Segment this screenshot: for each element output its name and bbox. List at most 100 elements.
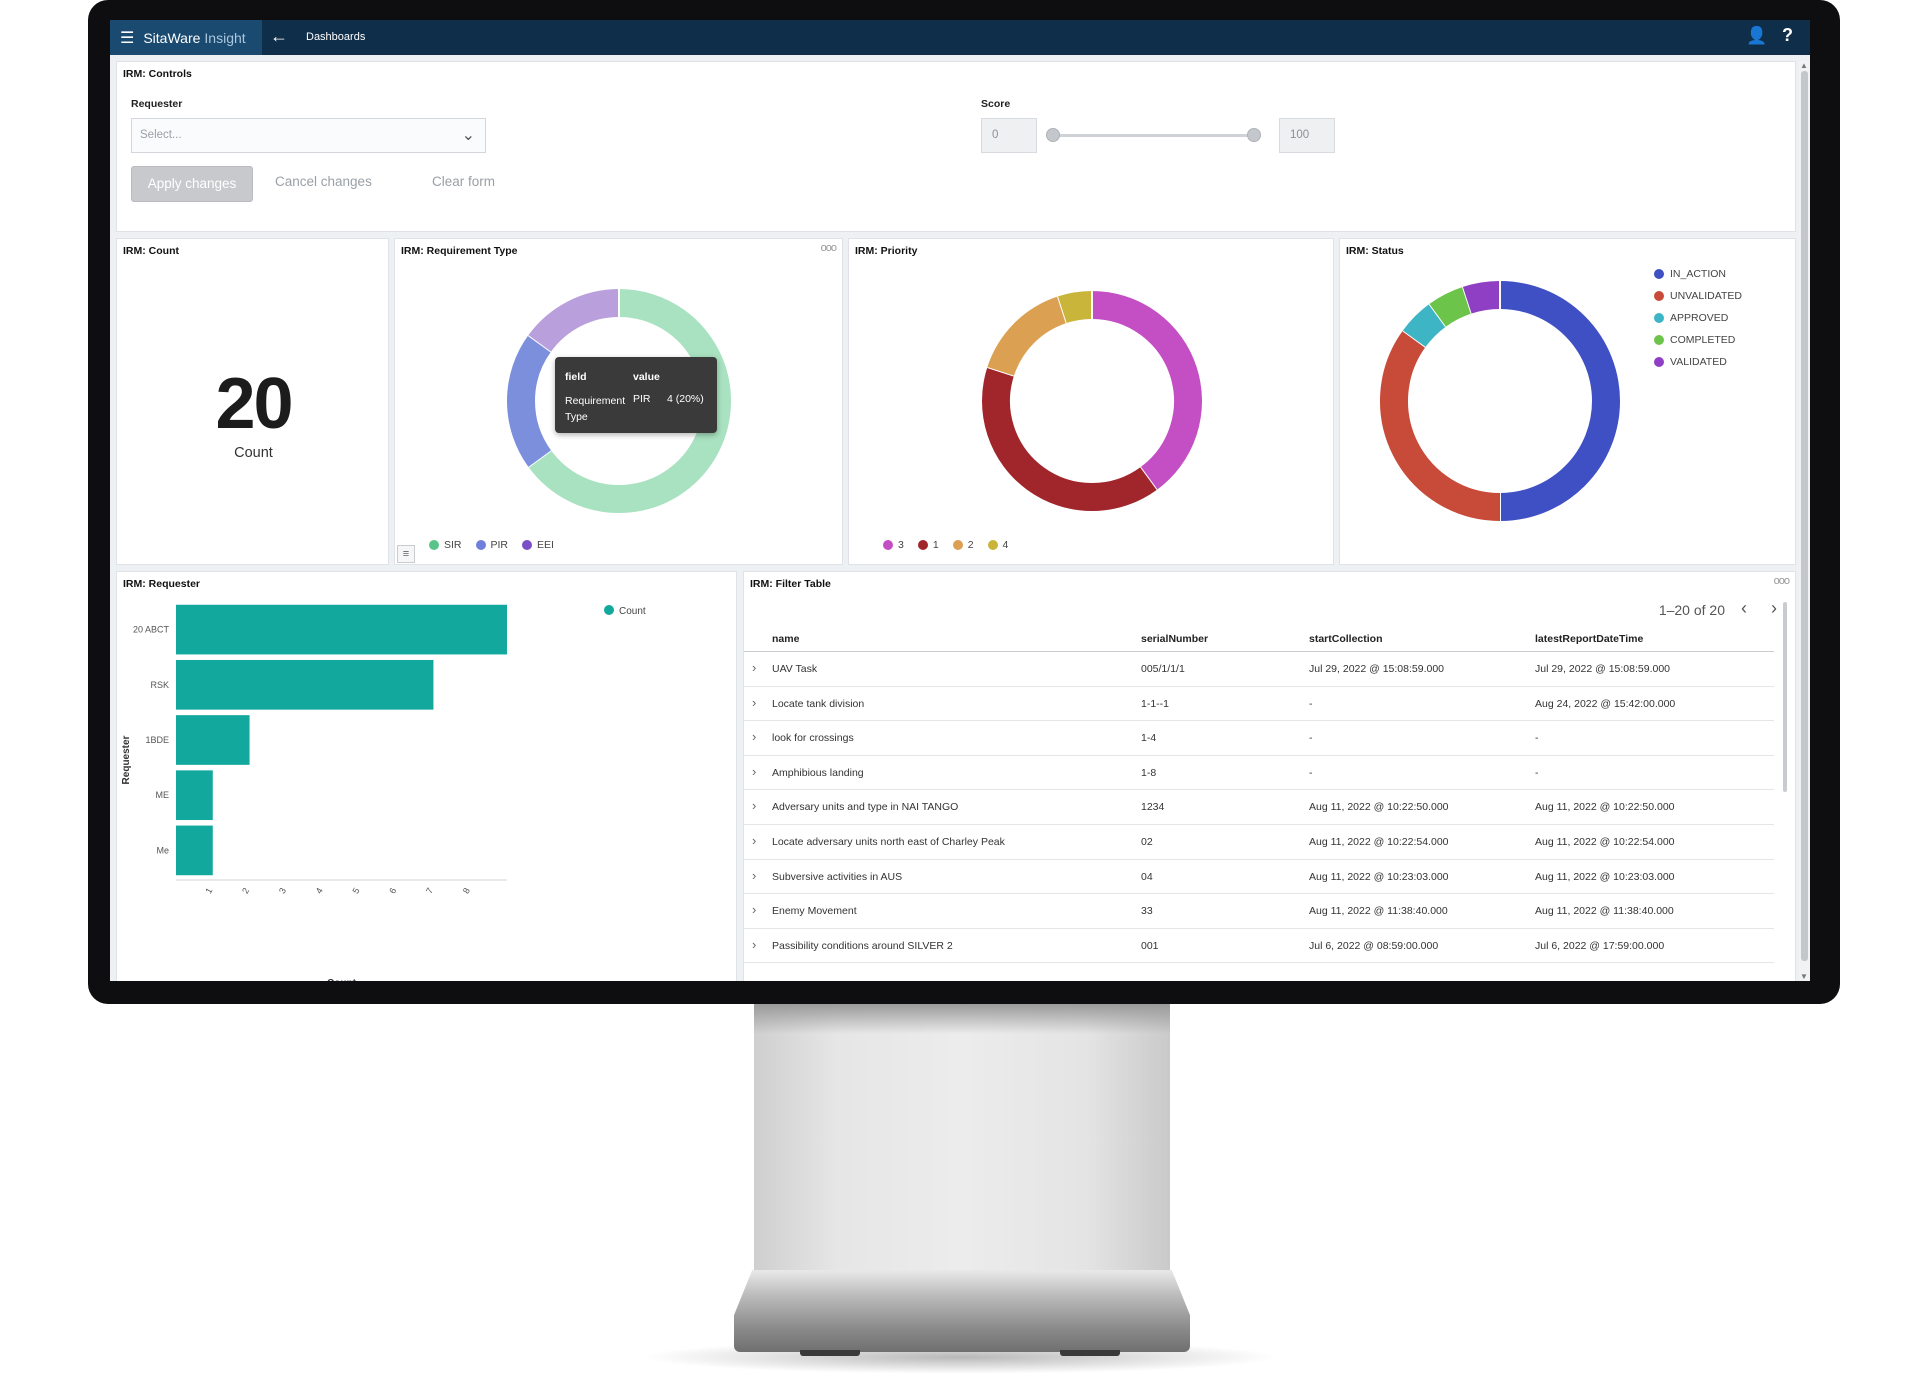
bar[interactable]: [176, 659, 434, 710]
donut-slice-sir[interactable]: [528, 289, 731, 513]
score-max-handle[interactable]: [1247, 128, 1261, 142]
table-body: › UAV Task 005/1/1/1 Jul 29, 2022 @ 15:08:5…: [744, 652, 1774, 964]
chevron-right-icon[interactable]: ›: [1771, 598, 1777, 618]
scroll-down-icon[interactable]: ▼: [1800, 972, 1808, 981]
legend-item[interactable]: 2: [952, 539, 974, 551]
scrollbar-thumb[interactable]: [1801, 71, 1808, 961]
donut-slice-4[interactable]: [1058, 291, 1093, 324]
donut-slice-unvalidated[interactable]: [1380, 330, 1501, 521]
donut-slice-in-action[interactable]: [1499, 281, 1620, 521]
legend-swatch: [429, 540, 439, 550]
column-header-name[interactable]: name: [772, 633, 800, 645]
donut-slice-1[interactable]: [982, 367, 1157, 511]
table-row[interactable]: › look for crossings 1-4 - -: [744, 721, 1774, 756]
panel-menu-icon[interactable]: ooo: [1773, 575, 1790, 587]
table-cell: Aug 11, 2022 @ 10:23:03.000: [1535, 870, 1675, 883]
table-cell: Enemy Movement: [772, 905, 857, 918]
table-cell: Jul 6, 2022 @ 17:59:00.000: [1535, 939, 1665, 952]
score-min-input[interactable]: 0: [981, 118, 1037, 153]
score-min-handle[interactable]: [1046, 128, 1060, 142]
chevron-right-icon[interactable]: ›: [752, 902, 757, 918]
legend-item[interactable]: SIR: [429, 539, 462, 551]
y-tick-label: ME: [156, 790, 170, 800]
chevron-right-icon[interactable]: ›: [752, 936, 757, 952]
donut-slice-completed[interactable]: [1429, 286, 1473, 327]
bar[interactable]: [176, 604, 507, 655]
table-cell: 33: [1141, 905, 1153, 918]
brand[interactable]: ☰ SitaWare Insight: [110, 20, 262, 55]
arrow-left-icon[interactable]: ←: [270, 26, 288, 46]
hamburger-icon[interactable]: ☰: [120, 29, 135, 47]
table-row[interactable]: › UAV Task 005/1/1/1 Jul 29, 2022 @ 15:08:5…: [744, 652, 1774, 687]
table-cell: Aug 11, 2022 @ 10:22:50.000: [1309, 801, 1449, 814]
panel-title: IRM: Status: [1346, 245, 1404, 257]
breadcrumb[interactable]: Dashboards: [306, 31, 366, 43]
donut-slice-approved[interactable]: [1402, 303, 1447, 348]
table-scrollbar[interactable]: [1783, 602, 1787, 792]
legend-item[interactable]: APPROVED: [1654, 307, 1742, 329]
column-header-start[interactable]: startCollection: [1309, 633, 1383, 645]
table-row[interactable]: › Subversive activities in AUS 04 Aug 11, 2…: [744, 860, 1774, 895]
legend-item[interactable]: 4: [987, 539, 1008, 551]
requester-select[interactable]: Select... ⌄: [131, 118, 486, 153]
bar[interactable]: [176, 770, 213, 821]
chevron-right-icon[interactable]: ›: [752, 867, 757, 883]
chevron-right-icon[interactable]: ›: [752, 694, 757, 710]
x-tick-label: 8: [461, 886, 472, 895]
page-scrollbar[interactable]: ▲ ▼: [1799, 61, 1810, 981]
slice-separator: [527, 334, 552, 353]
legend-label: Count: [619, 606, 646, 617]
legend-label: IN_ACTION: [1670, 268, 1727, 280]
table-row[interactable]: › Amphibious landing 1-8 - -: [744, 756, 1774, 791]
table-row[interactable]: › Enemy Movement 33 Aug 11, 2022 @ 11:38:40…: [744, 894, 1774, 929]
table-cell: Jul 6, 2022 @ 08:59:00.000: [1309, 939, 1439, 952]
cancel-changes-button[interactable]: Cancel changes: [275, 174, 372, 189]
x-axis-label: Count: [327, 978, 357, 981]
monitor-foot: [800, 1350, 860, 1356]
table-row[interactable]: › Adversary units and type in NAI TANGO 12…: [744, 790, 1774, 825]
bar[interactable]: [176, 825, 213, 876]
donut-slice-eei[interactable]: [528, 289, 620, 352]
legend-item[interactable]: 1: [917, 539, 939, 551]
column-header-latest[interactable]: latestReportDateTime: [1535, 633, 1644, 645]
apply-changes-button[interactable]: Apply changes: [131, 166, 253, 202]
legend-item[interactable]: EEI: [522, 539, 554, 551]
y-tick-label: RSK: [150, 680, 169, 690]
legend-item[interactable]: 3: [883, 539, 904, 551]
legend-item[interactable]: UNVALIDATED: [1654, 285, 1742, 307]
scroll-up-icon[interactable]: ▲: [1800, 61, 1808, 70]
panel-title: IRM: Requirement Type: [401, 245, 518, 257]
score-slider-track[interactable]: [1054, 134, 1254, 137]
legend-item[interactable]: IN_ACTION: [1654, 263, 1742, 285]
tooltip-value: 4 (20%): [667, 393, 704, 405]
chevron-right-icon[interactable]: ›: [752, 729, 757, 745]
chevron-right-icon[interactable]: ›: [752, 798, 757, 814]
donut-slice-3[interactable]: [1091, 291, 1202, 490]
chevron-right-icon[interactable]: ›: [752, 763, 757, 779]
legend-item[interactable]: COMPLETED: [1654, 329, 1742, 351]
table-cell: UAV Task: [772, 663, 818, 675]
table-cell: 001: [1141, 939, 1159, 952]
legend-item[interactable]: PIR: [475, 539, 508, 551]
table-row[interactable]: › Passibility conditions around SILVER 2 0…: [744, 929, 1774, 964]
table-row[interactable]: › Locate adversary units north east of Ch…: [744, 825, 1774, 860]
donut-slice-pir[interactable]: [507, 335, 552, 467]
help-icon[interactable]: ?: [1782, 25, 1793, 45]
chevron-left-icon[interactable]: ‹: [1741, 598, 1747, 618]
chevron-right-icon[interactable]: ›: [752, 660, 757, 675]
legend-item[interactable]: VALIDATED: [1654, 351, 1742, 373]
score-max-input[interactable]: 100: [1279, 118, 1335, 153]
requester-label: Requester: [131, 98, 183, 110]
panel-menu-icon[interactable]: ooo: [820, 242, 837, 254]
table-row[interactable]: › Locate tank division 1-1--1 - Aug 24, 2022…: [744, 687, 1774, 722]
column-header-serial[interactable]: serialNumber: [1141, 633, 1209, 645]
x-tick-label: 5: [350, 886, 361, 895]
chevron-right-icon[interactable]: ›: [752, 832, 757, 848]
clear-form-button[interactable]: Clear form: [432, 174, 496, 189]
list-icon[interactable]: ≡: [397, 545, 415, 563]
brand-product: Insight: [204, 29, 246, 46]
user-icon[interactable]: 👤: [1746, 26, 1768, 45]
donut-slice-2[interactable]: [987, 296, 1068, 377]
donut-slice-validated[interactable]: [1462, 281, 1501, 314]
bar[interactable]: [176, 715, 250, 765]
